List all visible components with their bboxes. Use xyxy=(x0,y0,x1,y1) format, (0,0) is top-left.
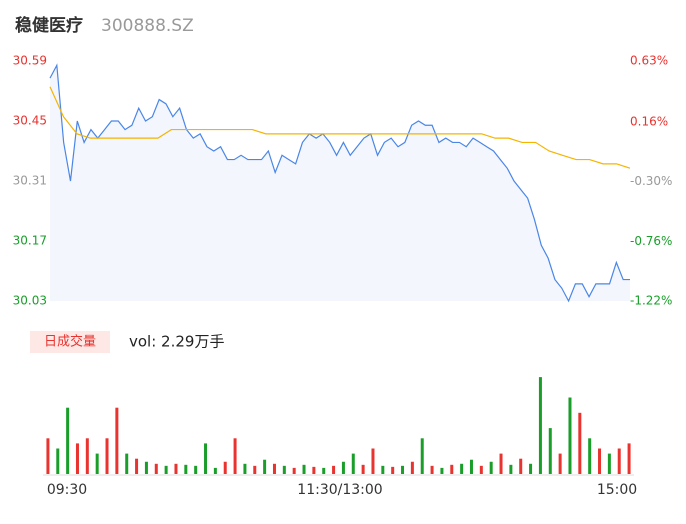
volume-bar xyxy=(479,465,483,474)
price-line xyxy=(49,63,630,303)
volume-bar xyxy=(332,465,336,474)
volume-bar xyxy=(56,448,60,474)
volume-bar xyxy=(115,407,119,474)
volume-bar xyxy=(410,461,414,474)
volume-bar xyxy=(598,448,602,474)
volume-bar xyxy=(588,438,592,474)
volume-bar xyxy=(430,465,434,474)
y2-tick-label: -0.76% xyxy=(630,234,672,248)
volume-bar xyxy=(312,466,316,474)
volume-bar xyxy=(351,453,355,474)
volume-bar xyxy=(519,458,523,474)
volume-bar xyxy=(322,467,326,474)
y-tick-label: 30.31 xyxy=(13,174,47,188)
x-tick-label: 11:30/13:00 xyxy=(297,482,382,498)
volume-bar xyxy=(529,463,533,474)
volume-bar xyxy=(558,453,562,474)
volume-bar xyxy=(391,466,395,474)
volume-bar xyxy=(440,467,444,474)
volume-bar xyxy=(578,412,582,474)
x-tick-label: 09:30 xyxy=(47,482,87,498)
volume-bar xyxy=(66,407,70,474)
volume-bar xyxy=(105,438,109,474)
y-tick-label: 30.03 xyxy=(13,294,47,308)
volume-bar xyxy=(135,458,139,474)
volume-bar xyxy=(361,464,365,474)
volume-bar xyxy=(538,377,542,474)
volume-bar xyxy=(95,453,99,474)
volume-bar xyxy=(460,463,464,474)
volume-bar xyxy=(154,463,158,474)
volume-bar xyxy=(381,465,385,474)
volume-bar xyxy=(627,443,631,474)
volume-label: 日成交量 xyxy=(44,334,96,350)
volume-text: vol: 2.29万手 xyxy=(129,333,224,351)
y2-tick-label: -0.30% xyxy=(630,174,672,188)
chart-title: 稳健医疗 xyxy=(15,15,83,36)
y-tick-label: 30.59 xyxy=(13,54,47,68)
volume-bar xyxy=(272,463,276,474)
volume-bar xyxy=(617,448,621,474)
y-tick-label: 30.45 xyxy=(13,114,47,128)
volume-bar xyxy=(371,448,375,474)
y2-tick-label: -1.22% xyxy=(630,294,672,308)
volume-bar xyxy=(292,467,296,474)
volume-bar xyxy=(233,438,237,474)
volume-bar xyxy=(341,461,345,474)
volume-bar xyxy=(607,453,611,474)
volume-bar xyxy=(164,465,168,474)
y2-tick-label: 0.16% xyxy=(630,114,668,128)
volume-bar xyxy=(174,463,178,474)
volume-bar xyxy=(450,464,454,474)
volume-bar xyxy=(125,453,129,474)
volume-bar xyxy=(85,438,89,474)
volume-bar xyxy=(243,463,247,474)
volume-bar xyxy=(75,443,79,474)
volume-bar xyxy=(204,443,208,474)
volume-bar xyxy=(144,461,148,474)
volume-bar xyxy=(184,464,188,474)
volume-label-box xyxy=(30,331,110,353)
x-tick-label: 15:00 xyxy=(597,482,637,498)
volume-bar xyxy=(253,465,257,474)
volume-bar xyxy=(263,459,267,474)
volume-bar xyxy=(489,461,493,474)
y2-tick-label: 0.63% xyxy=(630,54,668,68)
volume-bar xyxy=(509,464,513,474)
volume-bar xyxy=(548,428,552,474)
average-line xyxy=(49,86,631,169)
y-tick-label: 30.17 xyxy=(13,234,47,248)
volume-bar xyxy=(469,459,473,474)
price-area xyxy=(50,65,630,302)
volume-bar xyxy=(223,461,227,474)
volume-bar xyxy=(499,453,503,474)
volume-bar xyxy=(46,438,50,474)
volume-bar xyxy=(568,397,572,474)
volume-bar xyxy=(194,465,198,474)
volume-bar xyxy=(282,465,286,474)
chart-subtitle: 300888.SZ xyxy=(101,16,194,36)
volume-bar xyxy=(420,438,424,474)
volume-bar xyxy=(302,464,306,474)
volume-bar xyxy=(213,467,217,474)
volume-bar xyxy=(401,465,405,474)
